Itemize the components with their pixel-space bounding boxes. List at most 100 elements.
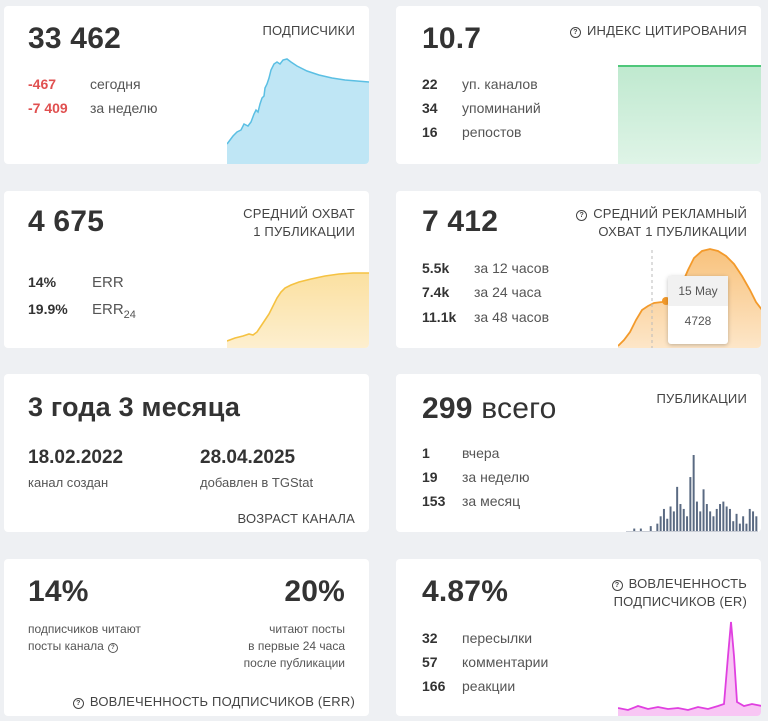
reach-header: СРЕДНИЙ ОХВАТ 1 ПУБЛИКАЦИИ xyxy=(243,205,355,241)
publication-bar[interactable] xyxy=(755,516,758,531)
help-icon[interactable]: ? xyxy=(569,27,581,38)
ad-reach-card[interactable]: 7 412 ? СРЕДНИЙ РЕКЛАМНЫЙ ОХВАТ 1 ПУБЛИКАЦ… xyxy=(396,191,761,348)
publication-bar[interactable] xyxy=(745,523,748,531)
citation-header-label: ИНДЕКС ЦИТИРОВАНИЯ xyxy=(586,23,747,38)
publication-bar[interactable] xyxy=(676,486,679,531)
publication-bar[interactable] xyxy=(715,508,718,531)
ad-reach-row: 5.5k за 12 часов xyxy=(422,260,549,276)
publication-bar[interactable] xyxy=(748,508,751,531)
citation-chart[interactable] xyxy=(618,64,761,164)
er-row: 32 пересылки xyxy=(422,630,532,646)
reach-row-label: ERR xyxy=(92,274,124,291)
citation-area xyxy=(618,66,761,164)
publication-bar[interactable] xyxy=(725,506,728,531)
subscribers-card[interactable]: 33 462 ПОДПИСЧИКИ -467 сегодня -7 409 за н… xyxy=(4,6,369,164)
publications-row: 153 за месяц xyxy=(422,493,520,509)
publication-bar[interactable] xyxy=(649,526,652,531)
publications-row-label: за неделю xyxy=(462,469,530,485)
reach-chart[interactable] xyxy=(227,268,369,348)
reach-card[interactable]: 4 675 СРЕДНИЙ ОХВАТ 1 ПУБЛИКАЦИИ 14% ERR 1… xyxy=(4,191,369,348)
citation-header: ? ИНДЕКС ЦИТИРОВАНИЯ xyxy=(569,22,747,40)
publication-bar[interactable] xyxy=(699,511,702,531)
err-left-caption: подписчиков читают посты канала? xyxy=(28,621,141,655)
chart-tooltip: 15 May 4728 xyxy=(668,276,728,344)
publications-count: 299 всего xyxy=(422,392,556,426)
publication-bar[interactable] xyxy=(672,511,675,531)
publication-bar[interactable] xyxy=(669,506,672,531)
er-chart[interactable] xyxy=(618,616,761,716)
er-row-value: 166 xyxy=(422,678,446,694)
ad-reach-row: 7.4k за 24 часа xyxy=(422,284,541,300)
subscribers-today-label: сегодня xyxy=(90,76,141,92)
err-footer-label: ВОВЛЕЧЕННОСТЬ ПОДПИСЧИКОВ (ERR) xyxy=(89,694,355,709)
publications-card[interactable]: 299 всего ПУБЛИКАЦИИ 1 вчера 19 за неделю … xyxy=(396,374,761,532)
help-icon[interactable]: ? xyxy=(107,643,118,653)
publication-bar[interactable] xyxy=(742,516,745,531)
citation-card[interactable]: 10.7 ? ИНДЕКС ЦИТИРОВАНИЯ 22 уп. каналов 3… xyxy=(396,6,761,164)
help-icon[interactable]: ? xyxy=(611,580,623,591)
publications-total-suffix: всего xyxy=(481,392,557,425)
help-icon[interactable]: ? xyxy=(576,210,588,221)
er-header: ? ВОВЛЕЧЕННОСТЬ ПОДПИСЧИКОВ (ER) xyxy=(611,575,747,611)
err-left-value: 14% xyxy=(28,575,89,608)
err-right-caption: читают посты в первые 24 часа после публик… xyxy=(244,621,345,672)
ad-reach-row-value: 11.1k xyxy=(422,309,457,325)
ad-reach-row-value: 7.4k xyxy=(422,284,450,300)
publication-bar[interactable] xyxy=(722,501,725,531)
publication-bar[interactable] xyxy=(709,511,712,531)
publications-bar-chart[interactable] xyxy=(626,452,758,532)
publication-bar[interactable] xyxy=(705,504,708,531)
publication-bar[interactable] xyxy=(689,477,692,531)
publication-bar[interactable] xyxy=(659,516,662,531)
publication-bar[interactable] xyxy=(639,528,642,531)
ad-reach-row: 11.1k за 48 часов xyxy=(422,309,549,325)
publication-bar[interactable] xyxy=(692,455,695,531)
subscribers-count: 33 462 xyxy=(28,22,121,55)
ad-reach-row-value: 5.5k xyxy=(422,260,450,276)
publication-bar[interactable] xyxy=(666,518,669,531)
er-row-label: комментарии xyxy=(462,654,549,670)
reach-row-subscript: 24 xyxy=(123,308,136,321)
publication-bar[interactable] xyxy=(695,501,698,531)
publication-bar[interactable] xyxy=(735,513,738,531)
reach-header-line: СРЕДНИЙ ОХВАТ xyxy=(243,206,355,221)
channel-age-value: 3 года 3 месяца xyxy=(28,392,241,422)
reach-row-value: 14% xyxy=(28,274,57,290)
publication-bar[interactable] xyxy=(738,523,741,531)
publication-bar[interactable] xyxy=(656,523,659,531)
publication-bar[interactable] xyxy=(719,504,722,531)
publication-bar[interactable] xyxy=(732,521,735,531)
subscribers-chart[interactable] xyxy=(227,54,369,164)
publication-bar[interactable] xyxy=(752,511,755,531)
publication-bar[interactable] xyxy=(712,516,715,531)
err-caption-line: после публикации xyxy=(243,656,345,670)
publication-bar[interactable] xyxy=(679,504,682,531)
publication-bar[interactable] xyxy=(633,528,636,531)
channel-age-card[interactable]: 3 года 3 месяца 18.02.2022 канал создан … xyxy=(4,374,369,532)
publication-bar[interactable] xyxy=(728,508,731,531)
publications-header: ПУБЛИКАЦИИ xyxy=(656,391,747,406)
err-caption-line: в первые 24 часа xyxy=(248,639,345,653)
publication-bar[interactable] xyxy=(662,508,665,531)
er-row-label: реакции xyxy=(462,678,516,694)
ad-reach-value: 7 412 xyxy=(422,205,499,238)
err-footer: ? ВОВЛЕЧЕННОСТЬ ПОДПИСЧИКОВ (ERR) xyxy=(72,693,355,711)
err-card[interactable]: 14% 20% подписчиков читают посты канала ? … xyxy=(4,559,369,716)
er-row-value: 32 xyxy=(422,630,438,646)
er-line xyxy=(618,621,761,711)
err-right-value: 20% xyxy=(284,575,345,608)
publication-bar[interactable] xyxy=(686,516,689,531)
created-label: канал создан xyxy=(28,475,109,490)
er-row: 166 реакции xyxy=(422,678,515,694)
publication-bar[interactable] xyxy=(702,489,705,531)
channel-age-footer: ВОЗРАСТ КАНАЛА xyxy=(237,511,355,526)
added-date: 28.04.2025 xyxy=(200,447,296,468)
err-caption-line: читают посты xyxy=(269,622,345,636)
publication-bar[interactable] xyxy=(682,508,685,531)
reach-value: 4 675 xyxy=(28,205,105,238)
publications-row-value: 19 xyxy=(422,469,438,485)
er-card[interactable]: 4.87% ? ВОВЛЕЧЕННОСТЬ ПОДПИСЧИКОВ (ER) 32 п… xyxy=(396,559,761,716)
citation-row: 16 репостов xyxy=(422,124,521,140)
subscribers-today-row: -467 сегодня xyxy=(28,76,141,92)
help-icon[interactable]: ? xyxy=(72,698,84,709)
